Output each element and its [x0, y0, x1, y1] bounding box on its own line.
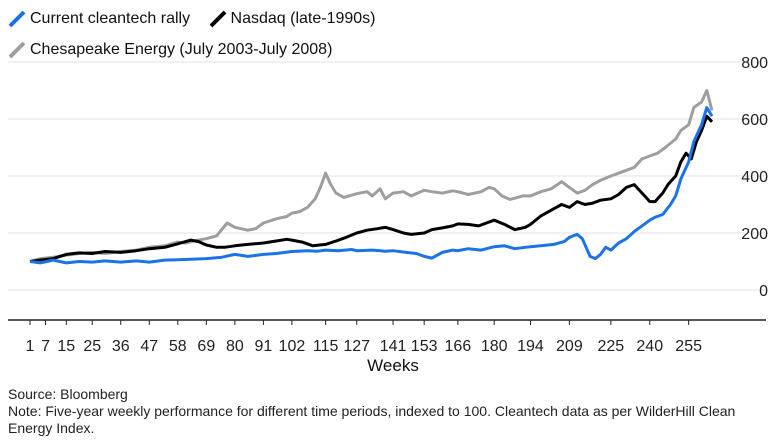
y-tick-label: 0: [759, 283, 768, 300]
x-tick-label: 69: [197, 338, 215, 355]
legend-label: Chesapeake Energy (July 2003-July 2008): [30, 41, 333, 58]
series-line: [29, 89, 714, 263]
series-line: [29, 106, 714, 265]
legend-swatch-icon: [8, 41, 26, 59]
source-note: Source: Bloomberg: [8, 386, 128, 402]
x-tick-label: 166: [445, 338, 472, 355]
x-tick-label: 1: [26, 338, 35, 355]
legend-item-cleantech: Current cleantech rally: [8, 6, 190, 32]
x-tick-label: 115: [313, 338, 339, 355]
x-tick-label: 102: [279, 338, 306, 355]
x-tick-label: 80: [226, 338, 244, 355]
y-tick-label: 600: [741, 112, 768, 129]
series-line: [29, 114, 714, 263]
legend-item-chesapeake: Chesapeake Energy (July 2003-July 2008): [8, 37, 332, 63]
x-tick-label: 255: [675, 338, 702, 355]
legend-swatch-icon: [209, 10, 227, 28]
legend-label: Current cleantech rally: [30, 10, 191, 27]
chart-legend: Current cleantech rally Nasdaq (late-199…: [8, 6, 768, 68]
x-tick-label: 180: [481, 338, 508, 355]
legend-swatch-icon: [8, 10, 26, 28]
x-tick-label: 141: [380, 338, 407, 355]
x-tick-label: 15: [57, 338, 75, 355]
x-tick-label: 225: [598, 338, 625, 355]
legend-label: Nasdaq (late-1990s): [230, 10, 376, 27]
x-tick-label: 240: [636, 338, 663, 355]
x-axis-title: Weeks: [367, 356, 419, 375]
series-lines: [29, 89, 714, 265]
legend-item-nasdaq: Nasdaq (late-1990s): [209, 6, 376, 32]
x-tick-label: 7: [41, 338, 50, 355]
y-tick-label: 800: [741, 55, 768, 72]
methodology-note: Note: Five-year weekly performance for d…: [8, 403, 736, 436]
x-tick-label: 36: [112, 338, 130, 355]
x-tick-label: 127: [343, 338, 370, 355]
y-tick-label: 200: [741, 226, 768, 243]
y-tick-label: 400: [741, 169, 768, 186]
x-tick-label: 58: [169, 338, 187, 355]
x-tick-label: 194: [517, 338, 544, 355]
x-tick-label: 47: [140, 338, 158, 355]
x-axis-ticks: 1 7 15 25 36 47 58 69 80 91 102 115 127 141 153 166 180 1…: [26, 320, 702, 355]
grid-lines: [8, 61, 766, 291]
x-tick-label: 153: [411, 338, 438, 355]
x-tick-label: 91: [254, 338, 272, 355]
x-tick-label: 25: [83, 338, 101, 355]
y-axis-ticks: 0 200 400 600 800: [741, 55, 768, 300]
chart-footer: Source: Bloomberg Note: Five-year weekly…: [8, 386, 772, 437]
x-tick-label: 209: [556, 338, 583, 355]
